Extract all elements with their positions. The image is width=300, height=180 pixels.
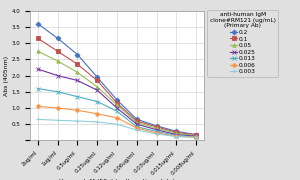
Line: 0.006: 0.006 [36, 105, 198, 139]
0.025 [76, 79, 79, 82]
0.006 [194, 136, 198, 138]
0.025 [194, 135, 198, 137]
0.025 [95, 89, 99, 91]
0.006 [175, 135, 178, 137]
0.05 [36, 50, 40, 52]
0.006 [36, 105, 40, 107]
0.05 [95, 86, 99, 88]
0.2 [135, 118, 139, 120]
Line: 0.05: 0.05 [36, 50, 198, 137]
0.006 [155, 132, 158, 134]
0.003 [95, 121, 99, 123]
0.1 [56, 50, 59, 52]
0.013 [76, 96, 79, 98]
0.025 [56, 75, 59, 77]
0.003 [194, 136, 198, 139]
0.006 [95, 113, 99, 115]
0.2 [36, 23, 40, 25]
0.2 [175, 130, 178, 132]
0.05 [155, 127, 158, 129]
0.013 [194, 136, 198, 138]
0.025 [135, 123, 139, 125]
0.025 [155, 129, 158, 131]
Line: 0.2: 0.2 [36, 22, 198, 136]
0.013 [95, 100, 99, 103]
0.013 [175, 134, 178, 137]
Line: 0.003: 0.003 [36, 118, 198, 139]
0.003 [115, 123, 119, 125]
Line: 0.013: 0.013 [36, 87, 198, 139]
0.013 [56, 91, 59, 93]
0.2 [76, 53, 79, 56]
0.1 [36, 37, 40, 39]
0.05 [115, 104, 119, 106]
0.05 [175, 132, 178, 134]
0.003 [36, 118, 40, 120]
0.2 [115, 99, 119, 101]
0.006 [115, 117, 119, 119]
0.006 [135, 127, 139, 129]
0.006 [76, 109, 79, 111]
0.006 [56, 107, 59, 109]
Y-axis label: Abs (405nm): Abs (405nm) [4, 56, 9, 96]
X-axis label: Human IgM (50uL/well coating plate): Human IgM (50uL/well coating plate) [59, 179, 175, 180]
0.1 [155, 126, 158, 128]
0.1 [95, 79, 99, 82]
Line: 0.025: 0.025 [36, 67, 198, 138]
Legend: 0.2, 0.1, 0.05, 0.025, 0.013, 0.006, 0.003: 0.2, 0.1, 0.05, 0.025, 0.013, 0.006, 0.0… [208, 10, 278, 76]
0.1 [135, 120, 139, 122]
0.013 [115, 110, 119, 112]
0.003 [155, 133, 158, 135]
0.025 [115, 107, 119, 109]
0.003 [135, 129, 139, 131]
0.1 [115, 102, 119, 104]
0.05 [135, 122, 139, 124]
0.2 [95, 76, 99, 78]
0.2 [155, 125, 158, 127]
0.2 [194, 134, 198, 136]
0.013 [155, 130, 158, 132]
0.05 [56, 60, 59, 62]
0.1 [76, 63, 79, 65]
0.025 [36, 68, 40, 70]
Line: 0.1: 0.1 [36, 37, 198, 137]
0.025 [175, 134, 178, 136]
0.013 [36, 87, 40, 90]
0.003 [76, 120, 79, 122]
0.1 [175, 131, 178, 133]
0.05 [194, 134, 198, 137]
0.2 [56, 37, 59, 39]
0.003 [56, 119, 59, 121]
0.05 [76, 71, 79, 73]
0.1 [194, 134, 198, 136]
0.003 [175, 135, 178, 138]
0.013 [135, 126, 139, 128]
